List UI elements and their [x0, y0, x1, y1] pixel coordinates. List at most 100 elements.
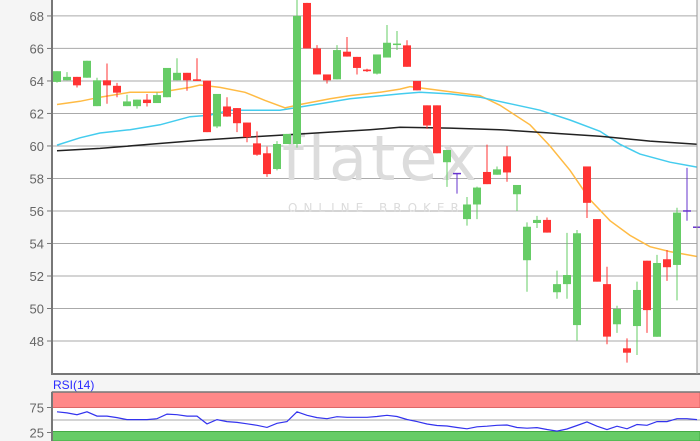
candle-body: [473, 187, 481, 205]
candle: [203, 80, 211, 133]
candle-body: [83, 60, 91, 78]
candle-body: [553, 284, 561, 293]
candle: [63, 72, 71, 81]
candle-body: [53, 71, 61, 82]
candle: [613, 305, 621, 333]
candle: [573, 229, 581, 341]
y-tick-label: 68: [30, 9, 44, 24]
rsi-tick-label: 75: [30, 401, 44, 416]
candle: [483, 144, 491, 185]
candle-body: [463, 204, 471, 220]
candle: [193, 58, 201, 81]
candle: [323, 74, 331, 84]
candle-body: [343, 51, 351, 57]
candle-body: [563, 275, 571, 285]
candle-body: [613, 308, 621, 325]
price-y-axis: 48 50 52 54 56 58 60 62 64 66 68: [30, 9, 52, 349]
candle: [213, 93, 221, 129]
candle: [583, 166, 591, 218]
candle: [223, 97, 231, 117]
candle-body: [203, 80, 211, 133]
watermark-logo: flatex ONLINE BROKER: [282, 122, 477, 215]
rsi-panel: 75 25: [30, 391, 700, 441]
candle: [663, 249, 671, 281]
candle-body: [413, 80, 421, 91]
candle-body: [603, 284, 611, 337]
rsi-oversold-band: [51, 431, 700, 441]
y-tick-label: 48: [30, 334, 44, 349]
y-tick-label: 64: [30, 74, 44, 89]
candle: [353, 56, 361, 75]
moving-average-line: [56, 84, 698, 258]
moving-average-line: [56, 126, 698, 152]
candle: [543, 217, 551, 233]
candle-body: [633, 289, 641, 327]
candle: [413, 80, 421, 91]
candle: [233, 108, 241, 133]
candle: [163, 67, 171, 98]
candle: [153, 92, 161, 104]
watermark-tagline: ONLINE BROKER: [288, 201, 465, 215]
candle: [373, 54, 381, 75]
candle-body: [543, 219, 551, 233]
y-tick-label: 58: [30, 171, 44, 186]
rsi-title: RSI(14): [53, 378, 94, 392]
candle-body: [503, 156, 511, 173]
candle-body: [623, 348, 631, 353]
candle-body: [133, 99, 141, 107]
candlesticks: [53, 0, 700, 363]
candle-body: [523, 226, 531, 261]
price-gridlines: [52, 15, 697, 342]
candle-body: [513, 184, 521, 195]
candle-body: [673, 212, 681, 265]
candle-body: [313, 48, 321, 75]
candle: [503, 146, 511, 182]
candle: [683, 167, 691, 221]
candle: [533, 215, 541, 229]
candle-body: [583, 166, 591, 203]
candle-body: [273, 144, 281, 170]
y-tick-label: 52: [30, 269, 44, 284]
candle: [273, 141, 281, 171]
candle: [343, 37, 351, 57]
candle: [73, 76, 81, 88]
candle-body: [303, 2, 311, 49]
y-tick-label: 50: [30, 301, 44, 316]
candle: [673, 207, 681, 301]
candle: [493, 166, 501, 175]
candle: [563, 232, 571, 299]
candle-body: [213, 93, 221, 127]
candle: [513, 184, 521, 211]
candle: [303, 2, 311, 49]
candle: [403, 40, 411, 67]
candle: [653, 254, 661, 337]
candle: [143, 93, 151, 107]
candle: [243, 122, 251, 143]
candle: [643, 260, 651, 333]
candle-body: [163, 67, 171, 98]
candle: [433, 105, 441, 154]
candle: [93, 77, 101, 107]
candle-body: [183, 72, 191, 81]
rsi-line: [56, 411, 698, 432]
candle-body: [493, 169, 501, 175]
candle-body: [263, 153, 271, 175]
candle: [313, 45, 321, 75]
candle: [393, 31, 401, 51]
candle-body: [423, 105, 431, 126]
candle-body: [143, 99, 151, 104]
candle-body: [663, 259, 671, 268]
candle-body: [443, 150, 451, 163]
candle: [463, 196, 471, 226]
candle-body: [173, 72, 181, 81]
candle-body: [393, 43, 401, 46]
candle: [333, 45, 341, 80]
candle: [183, 72, 191, 91]
candle-body: [593, 219, 601, 282]
candle-body: [63, 76, 71, 81]
candle-body: [333, 50, 341, 80]
y-tick-label: 62: [30, 106, 44, 121]
candle: [443, 150, 451, 187]
candle-body: [353, 56, 361, 68]
